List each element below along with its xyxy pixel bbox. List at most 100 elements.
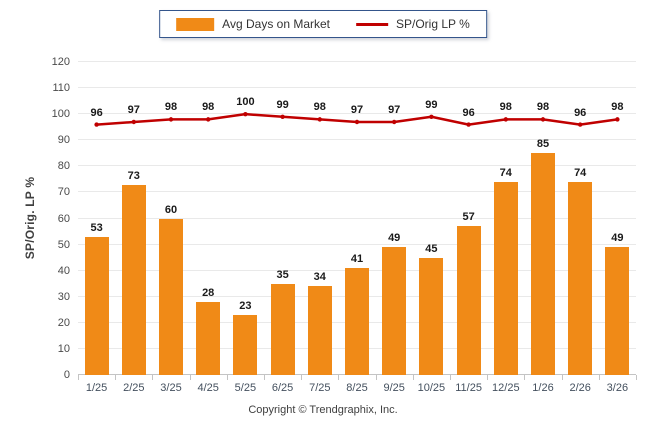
bar-8/25	[345, 268, 369, 375]
bar-value-label: 45	[425, 242, 438, 255]
line-point-marker	[503, 117, 508, 122]
x-axis-tick	[375, 375, 377, 380]
bar-value-label: 73	[127, 169, 140, 182]
gridline-y70	[78, 191, 636, 193]
line-point-marker	[243, 111, 248, 117]
copyright-text: Copyright © Trendgraphix, Inc.	[248, 404, 398, 416]
x-tick-label-10/25: 10/25	[417, 382, 446, 394]
x-tick-label-7/25: 7/25	[309, 382, 331, 394]
line-value-label: 98	[611, 101, 624, 114]
line-value-label: 96	[574, 106, 587, 119]
y-tick-label: 0	[63, 369, 70, 381]
gridline-y120	[78, 61, 636, 62]
bar-value-label: 41	[350, 253, 364, 266]
line-point-marker	[354, 119, 360, 125]
y-tick-label: 40	[57, 264, 70, 277]
bar-11/25	[456, 226, 481, 375]
x-axis-tick	[487, 375, 489, 380]
line-value-label: 98	[164, 101, 178, 114]
line-point-marker	[392, 119, 397, 125]
bar-7/25	[307, 286, 332, 375]
line-point-marker	[466, 122, 471, 127]
bar-2/25	[121, 184, 146, 375]
line-point-marker	[540, 117, 546, 122]
x-axis-tick	[412, 375, 414, 380]
legend-item-bar-series: Avg Days on Market	[176, 17, 330, 31]
bar-series-swatch-icon	[176, 17, 215, 31]
x-tick-label-8/25: 8/25	[346, 382, 368, 394]
line-point-marker	[131, 119, 136, 125]
x-axis-tick	[264, 375, 265, 380]
line-value-label: 97	[350, 104, 364, 116]
bar-value-label: 53	[90, 221, 103, 234]
bar-value-label: 85	[536, 138, 550, 151]
x-tick-label-2/26: 2/26	[569, 382, 591, 394]
line-point-marker	[429, 114, 434, 119]
line-point-marker	[206, 117, 211, 122]
bar-9/25	[382, 247, 407, 375]
bar-6/25	[270, 283, 295, 375]
y-tick-label: 120	[51, 56, 70, 68]
x-tick-label-11/25: 11/25	[455, 382, 482, 394]
line-point-marker	[578, 122, 583, 127]
bar-1/25	[84, 236, 109, 375]
line-point-marker	[168, 117, 174, 122]
gridline-y80	[78, 165, 636, 167]
bar-value-label: 60	[164, 203, 178, 216]
x-tick-label-3/26: 3/26	[606, 382, 629, 394]
gridline-y90	[78, 139, 636, 141]
line-value-label: 97	[127, 104, 140, 116]
x-axis-tick	[450, 375, 451, 380]
x-tick-label-6/25: 6/25	[271, 382, 294, 394]
bar-5/25	[233, 315, 258, 375]
x-tick-label-1/26: 1/26	[532, 382, 554, 394]
x-axis-tick	[78, 375, 79, 380]
x-axis-tick	[561, 375, 563, 380]
bar-12/25	[493, 181, 518, 375]
bar-value-label: 49	[388, 232, 401, 245]
line-value-label: 99	[276, 98, 289, 111]
bar-value-label: 74	[499, 166, 512, 179]
line-value-label: 99	[425, 98, 438, 111]
y-tick-label: 50	[57, 238, 70, 251]
bar-series-label: Avg Days on Market	[222, 17, 331, 31]
x-axis-tick	[226, 375, 228, 380]
x-tick-label-1/25: 1/25	[85, 382, 108, 394]
bar-value-label: 49	[611, 232, 624, 245]
bar-value-label: 74	[574, 166, 587, 179]
y-tick-label: 110	[52, 82, 70, 95]
y-tick-label: 60	[57, 212, 70, 225]
x-axis-tick	[115, 375, 117, 380]
chart-legend: Avg Days on Market SP/Orig LP %	[159, 10, 487, 38]
y-tick-label: 70	[57, 186, 70, 199]
gridline-y60	[78, 217, 636, 219]
line-value-label: 100	[236, 96, 255, 109]
x-tick-label-3/25: 3/25	[160, 382, 182, 394]
y-axis-title: SP/Orig. LP %	[23, 176, 37, 260]
y-tick-label: 30	[57, 290, 70, 303]
line-value-label: 98	[313, 101, 326, 114]
x-tick-label-2/25: 2/25	[123, 382, 145, 394]
line-value-label: 98	[499, 101, 512, 114]
line-value-label: 96	[462, 106, 475, 119]
gridline-y110	[78, 87, 636, 89]
bar-value-label: 34	[313, 271, 326, 284]
bar-value-label: 35	[276, 268, 289, 281]
line-value-label: 97	[388, 104, 401, 116]
gridline-y100	[78, 113, 636, 115]
x-tick-label-4/25: 4/25	[197, 382, 219, 394]
x-tick-label-12/25: 12/25	[492, 382, 520, 394]
x-tick-label-9/25: 9/25	[383, 382, 405, 394]
line-series-svg	[94, 111, 620, 127]
line-value-label: 98	[536, 101, 550, 114]
bar-3/26	[605, 247, 630, 375]
x-axis-tick	[189, 375, 191, 380]
line-series-label: SP/Orig LP %	[396, 17, 470, 31]
gridline-y50	[78, 243, 636, 245]
line-series-swatch-icon	[356, 22, 389, 26]
line-value-label: 96	[90, 106, 103, 119]
line-value-label: 98	[202, 101, 215, 114]
bar-value-label: 57	[462, 211, 475, 224]
bar-10/25	[419, 257, 444, 375]
